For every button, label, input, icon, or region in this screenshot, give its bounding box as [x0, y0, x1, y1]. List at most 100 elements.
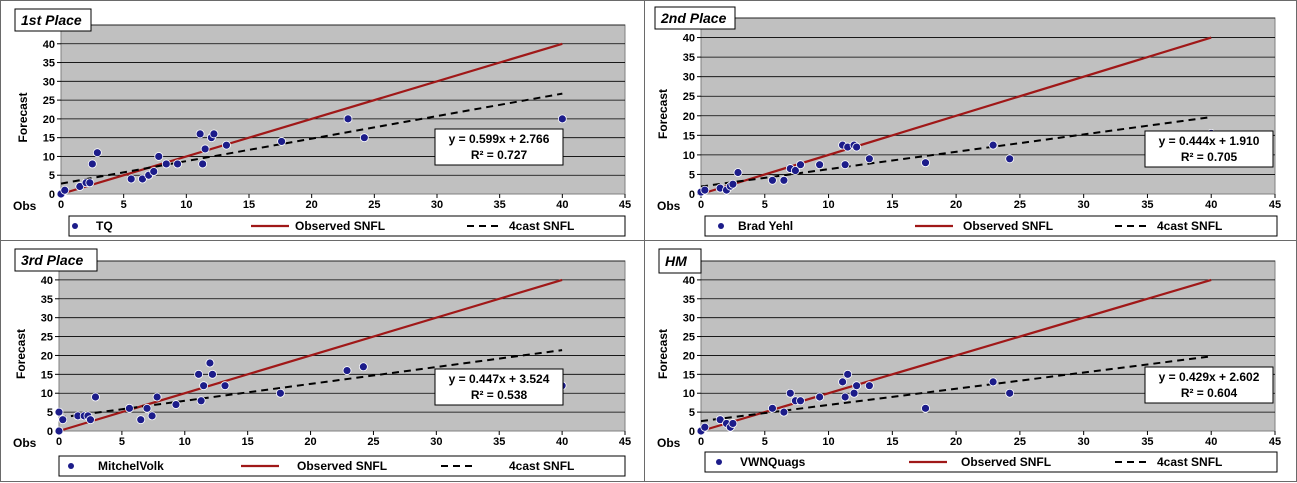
x-axis-label: Obs — [657, 199, 681, 213]
x-tick-label: 40 — [1205, 199, 1217, 211]
data-point — [222, 140, 231, 150]
data-point — [843, 369, 853, 379]
legend-label-player: Brad Yehl — [738, 219, 793, 233]
data-point — [195, 129, 205, 139]
data-point — [785, 388, 795, 398]
x-tick-label: 10 — [179, 436, 191, 448]
x-tick-label: 15 — [243, 199, 255, 211]
x-tick-label: 25 — [368, 199, 380, 211]
data-point — [733, 168, 743, 177]
y-tick-label: 35 — [683, 294, 695, 306]
trend-equation: y = 0.447x + 3.524 — [449, 372, 550, 386]
equation-box — [1144, 130, 1274, 168]
data-point — [126, 174, 136, 184]
y-axis-label: Forecast — [14, 329, 28, 379]
data-point — [988, 140, 998, 150]
y-tick-label: 0 — [689, 426, 695, 438]
x-tick-label: 25 — [1014, 199, 1026, 211]
data-point — [196, 396, 206, 406]
data-point — [87, 159, 97, 169]
chart-title: 1st Place — [21, 12, 82, 28]
y-tick-label: 40 — [683, 33, 695, 45]
y-tick-label: 15 — [683, 369, 695, 381]
x-tick-label: 5 — [121, 199, 127, 211]
chart-svg-1: 051015202530354045051015202530354045Fore… — [13, 8, 631, 237]
data-point — [161, 159, 171, 169]
trend-equation: y = 0.444x + 1.910 — [1159, 134, 1260, 148]
data-point — [796, 160, 805, 170]
x-tick-label: 15 — [242, 436, 254, 448]
x-tick-label: 5 — [762, 436, 768, 448]
y-tick-label: 25 — [41, 332, 53, 344]
y-tick-label: 25 — [683, 91, 695, 103]
y-tick-label: 40 — [683, 275, 695, 287]
x-tick-label: 10 — [822, 199, 834, 211]
data-point — [142, 403, 152, 413]
x-tick-label: 30 — [431, 199, 443, 211]
legend-marker — [72, 223, 78, 229]
y-tick-label: 40 — [43, 39, 55, 51]
x-tick-label: 25 — [367, 436, 379, 448]
data-point — [815, 160, 825, 170]
y-tick-label: 20 — [41, 350, 53, 362]
data-point — [557, 114, 567, 124]
data-point — [200, 144, 210, 154]
data-point — [205, 358, 215, 368]
y-tick-label: 5 — [49, 170, 55, 182]
y-tick-label: 15 — [683, 130, 695, 142]
y-tick-label: 10 — [683, 150, 695, 162]
y-tick-label: 20 — [683, 350, 695, 362]
data-point — [852, 142, 862, 152]
data-point — [86, 415, 95, 425]
x-tick-label: 20 — [950, 436, 962, 448]
x-tick-label: 35 — [494, 199, 506, 211]
equation-box — [434, 368, 564, 406]
data-point — [277, 137, 286, 146]
y-tick-label: 0 — [49, 189, 55, 201]
legend-label-trend: 4cast SNFL — [1157, 219, 1222, 233]
data-point — [58, 415, 68, 425]
data-point — [359, 133, 369, 143]
data-point — [54, 426, 64, 436]
x-tick-label: 20 — [950, 199, 962, 211]
data-point — [988, 377, 998, 387]
y-axis-label: Forecast — [16, 92, 30, 142]
y-tick-label: 40 — [41, 275, 53, 287]
y-axis-label: Forecast — [656, 89, 670, 139]
y-tick-label: 30 — [683, 313, 695, 325]
y-tick-label: 10 — [41, 388, 53, 400]
trend-line — [58, 349, 563, 419]
y-tick-label: 15 — [41, 369, 53, 381]
data-point — [838, 377, 847, 387]
x-tick-label: 15 — [886, 436, 898, 448]
chart-title: 3rd Place — [21, 252, 83, 268]
x-tick-label: 35 — [1141, 436, 1153, 448]
chart-svg-4: 051015202530354045051015202530354045Fore… — [656, 248, 1281, 473]
data-point — [136, 415, 146, 425]
data-point — [921, 403, 930, 413]
y-tick-label: 30 — [43, 76, 55, 88]
legend-label-observed: Observed SNFL — [963, 219, 1053, 233]
legend-label-trend: 4cast SNFL — [1157, 455, 1222, 469]
data-point — [147, 411, 157, 421]
data-point — [1005, 388, 1015, 398]
trend-equation: y = 0.429x + 2.602 — [1159, 370, 1260, 384]
x-tick-label: 40 — [556, 436, 568, 448]
data-point — [768, 403, 777, 413]
data-point — [700, 422, 710, 432]
data-point — [194, 369, 204, 379]
chart-panel-3: 051015202530354045051015202530354045Fore… — [0, 240, 645, 482]
x-tick-label: 0 — [58, 199, 64, 211]
y-tick-label: 10 — [43, 151, 55, 163]
r-squared: R² = 0.705 — [1181, 150, 1238, 164]
data-point — [173, 159, 182, 169]
data-point — [700, 185, 710, 195]
y-tick-label: 35 — [43, 58, 55, 70]
equation-box — [434, 128, 564, 166]
chart-panel-4: 051015202530354045051015202530354045Fore… — [644, 240, 1297, 482]
y-tick-label: 25 — [683, 332, 695, 344]
x-tick-label: 40 — [1205, 436, 1217, 448]
x-tick-label: 10 — [822, 436, 834, 448]
y-tick-label: 25 — [43, 95, 55, 107]
x-tick-label: 5 — [119, 436, 125, 448]
